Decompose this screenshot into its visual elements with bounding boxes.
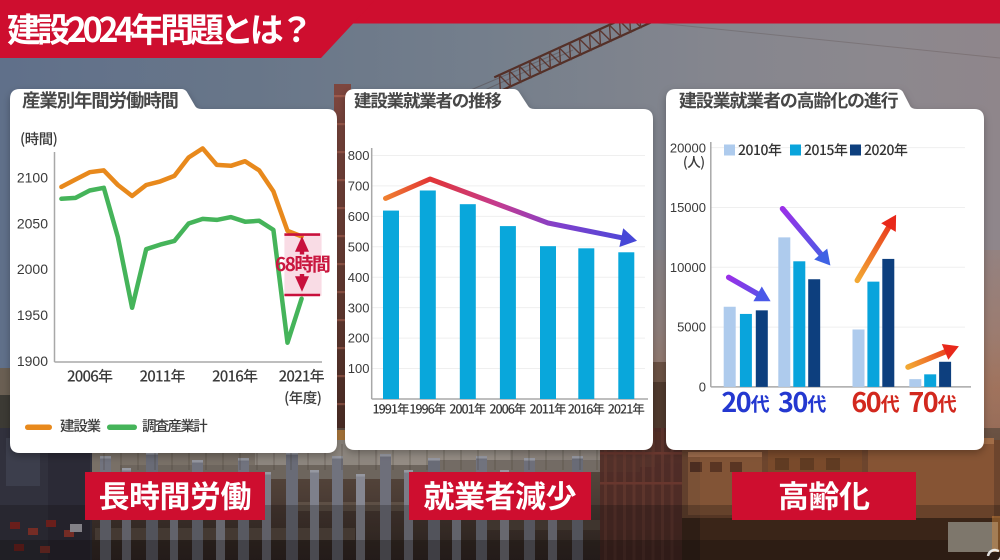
svg-text:500: 500 [348,239,370,254]
svg-text:2100: 2100 [17,170,48,186]
svg-text:200: 200 [348,331,370,346]
svg-text:15000: 15000 [670,200,706,215]
svg-text:100: 100 [348,361,370,376]
svg-text:400: 400 [348,270,370,285]
svg-text:800: 800 [348,148,370,163]
svg-text:1950: 1950 [17,307,48,323]
svg-text:10000: 10000 [670,260,706,275]
svg-text:5000: 5000 [677,320,706,335]
svg-text:600: 600 [348,209,370,224]
svg-text:0: 0 [699,380,706,395]
svg-text:700: 700 [348,179,370,194]
svg-text:20000: 20000 [670,140,706,155]
svg-text:2050: 2050 [17,215,48,231]
svg-text:2000: 2000 [17,261,48,277]
svg-text:1900: 1900 [17,353,48,369]
svg-text:300: 300 [348,300,370,315]
